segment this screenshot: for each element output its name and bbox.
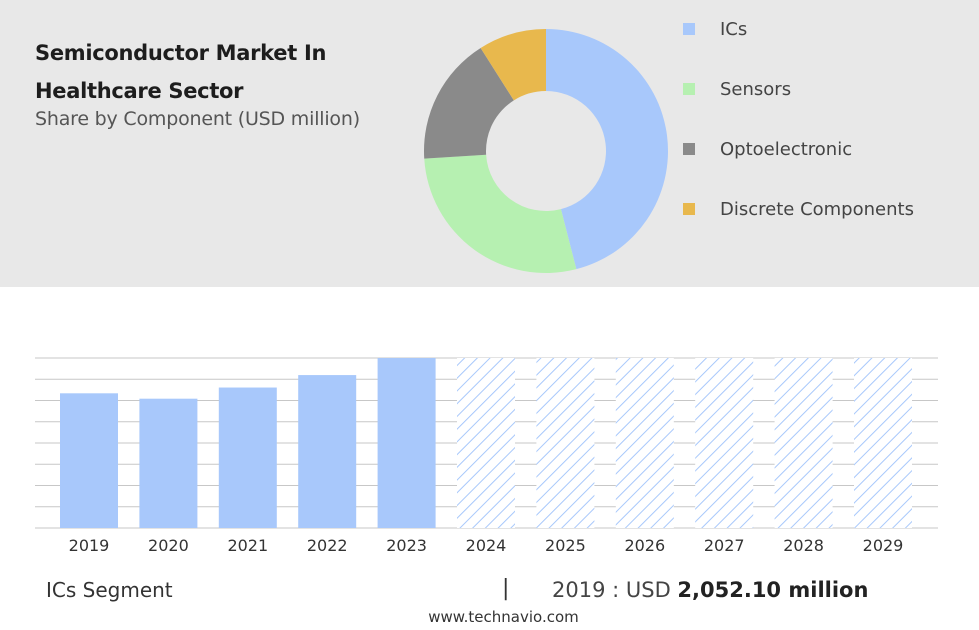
segment-label: ICs Segment [46, 578, 173, 602]
stat-prefix: 2019 : USD [552, 578, 678, 602]
donut-chart [424, 28, 668, 273]
bar-2021 [218, 387, 277, 528]
forecast-bar-2025 [536, 358, 595, 528]
x-tick-label: 2025 [545, 536, 586, 555]
legend-swatch [683, 83, 695, 95]
bar-2022 [298, 375, 357, 528]
forecast-bar-2026 [615, 358, 674, 528]
donut-slice-sensors [424, 154, 577, 273]
legend-swatch [683, 143, 695, 155]
segment-stat: 2019 : USD 2,052.10 million [552, 578, 868, 602]
legend-swatch [683, 23, 695, 35]
bar-2019 [60, 393, 118, 528]
x-tick-label: 2026 [624, 536, 665, 555]
top-panel: Semiconductor Market In Healthcare Secto… [0, 0, 979, 287]
legend-label: ICs [720, 18, 748, 40]
title-line-2: Healthcare Sector [35, 79, 244, 103]
forecast-bar-2029 [854, 358, 912, 528]
chart-subtitle: Share by Component (USD million) [35, 108, 360, 130]
donut-slice-ics [546, 29, 668, 270]
x-tick-label: 2021 [227, 536, 268, 555]
legend-item: Discrete Components [683, 194, 973, 224]
footer-stats: ICs Segment | 2019 : USD 2,052.10 millio… [0, 572, 979, 612]
bar-chart: 2019 2020 2021 2022 2023 2024 2025 2026 2027 2028… [35, 357, 938, 555]
x-tick-label: 2024 [466, 536, 507, 555]
donut-slice-discrete-components [480, 28, 546, 101]
forecast-bar-2024 [457, 358, 515, 528]
legend-label: Sensors [720, 78, 792, 100]
legend-item: Sensors [683, 74, 973, 104]
legend-swatch [683, 203, 695, 215]
legend-label: Discrete Components [720, 198, 914, 220]
x-tick-label: 2020 [148, 536, 189, 555]
bar-2020 [139, 398, 198, 528]
stat-value: 2,052.10 million [677, 578, 869, 602]
forecast-bar-2027 [695, 358, 754, 528]
title-line-1: Semiconductor Market In [35, 41, 327, 65]
x-tick-label: 2028 [783, 536, 824, 555]
x-tick-label: 2027 [704, 536, 745, 555]
divider: | [502, 576, 510, 601]
bar-2023 [377, 358, 436, 528]
legend-item: ICs [683, 14, 973, 44]
x-tick-label: 2029 [863, 536, 904, 555]
x-tick-label: 2022 [307, 536, 348, 555]
legend-label: Optoelectronic [720, 138, 853, 160]
donut-slice-optoelectronic [424, 47, 514, 159]
chart-title: Semiconductor Market In Healthcare Secto… [35, 34, 415, 110]
x-tick-label: 2023 [386, 536, 427, 555]
x-tick-label: 2019 [69, 536, 110, 555]
forecast-bar-2028 [774, 358, 833, 528]
source-url: www.technavio.com [428, 608, 579, 626]
legend-item: Optoelectronic [683, 134, 973, 164]
